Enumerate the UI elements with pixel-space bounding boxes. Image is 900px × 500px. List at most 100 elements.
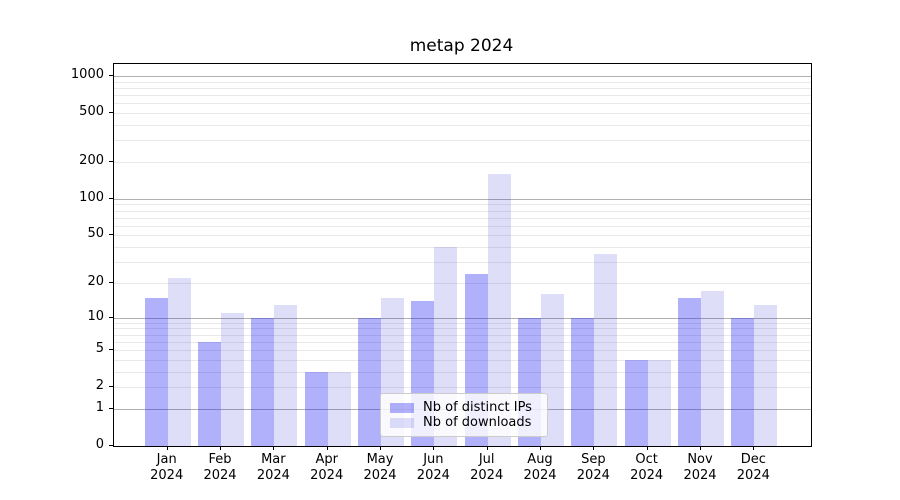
bar-downloads-mar xyxy=(274,304,298,446)
y-tick-mark xyxy=(109,407,113,409)
gridline-major xyxy=(114,317,811,319)
x-tick-month: Oct xyxy=(635,452,658,467)
y-tick-label-500: 500 xyxy=(79,104,104,120)
y-tick-label-100: 100 xyxy=(79,189,104,205)
x-tick-mark xyxy=(273,446,275,450)
x-tick-mark xyxy=(486,446,488,450)
bar-distinct-ips-mar xyxy=(251,317,275,446)
legend-label-downloads: Nb of downloads xyxy=(423,415,532,430)
plot-area xyxy=(113,63,812,447)
bar-distinct-ips-dec xyxy=(731,317,755,446)
bar-downloads-dec xyxy=(754,304,778,446)
bar-downloads-apr xyxy=(327,371,351,446)
gridline-minor xyxy=(114,87,811,89)
y-tick-mark xyxy=(109,74,113,76)
y-tick-label-2: 2 xyxy=(95,378,104,394)
gridline-minor xyxy=(114,210,811,212)
gridline-minor xyxy=(114,262,811,264)
x-tick-mark xyxy=(540,446,541,450)
y-tick-label-1: 1 xyxy=(95,399,104,415)
gridline-minor xyxy=(114,322,811,324)
x-tick-mark xyxy=(593,446,595,450)
x-tick-mark xyxy=(700,446,701,450)
x-tick-mark xyxy=(380,446,382,450)
x-tick-year: 2024 xyxy=(363,468,397,483)
x-tick-year: 2024 xyxy=(736,468,770,483)
y-tick-label-0: 0 xyxy=(95,437,104,452)
x-tick-label-aug: Aug 2024 xyxy=(508,452,572,484)
x-tick-mark xyxy=(220,446,222,450)
x-tick-year: 2024 xyxy=(630,468,664,483)
y-tick-label-10: 10 xyxy=(87,308,104,324)
y-tick-mark xyxy=(109,445,113,446)
y-tick-mark xyxy=(109,160,113,162)
gridline-minor xyxy=(114,95,811,97)
x-tick-year: 2024 xyxy=(203,468,237,483)
gridline-minor xyxy=(114,359,811,361)
x-tick-label-oct: Oct 2024 xyxy=(615,452,679,484)
bar-downloads-feb xyxy=(221,312,245,446)
bar-downloads-jul xyxy=(487,173,511,446)
x-tick-month: Mar xyxy=(261,452,286,467)
y-tick-mark xyxy=(109,281,113,283)
gridline-minor xyxy=(114,328,811,330)
x-tick-year: 2024 xyxy=(683,468,717,483)
x-tick-month: Jun xyxy=(423,452,444,467)
x-tick-year: 2024 xyxy=(150,468,184,483)
x-tick-month: Jul xyxy=(478,452,495,467)
y-tick-mark xyxy=(109,316,113,318)
gridline-minor xyxy=(114,140,811,142)
gridline-minor xyxy=(114,103,811,105)
x-tick-label-sep: Sep 2024 xyxy=(561,452,625,484)
bar-downloads-sep xyxy=(594,254,618,446)
legend-item-distinct-ips: Nb of distinct IPs xyxy=(390,400,538,415)
legend: Nb of distinct IPs Nb of downloads xyxy=(380,393,548,437)
legend-label-distinct-ips: Nb of distinct IPs xyxy=(423,400,532,415)
y-tick-label-50: 50 xyxy=(87,226,104,242)
x-tick-year: 2024 xyxy=(523,468,557,483)
x-tick-label-jul: Jul 2024 xyxy=(455,452,519,484)
gridline-minor xyxy=(114,247,811,249)
x-tick-label-mar: Mar 2024 xyxy=(241,452,305,484)
bar-distinct-ips-nov xyxy=(678,297,701,446)
x-tick-label-apr: Apr 2024 xyxy=(295,452,359,484)
x-tick-month: Nov xyxy=(687,452,713,467)
chart-title: metap 2024 xyxy=(409,36,514,56)
y-tick-mark xyxy=(109,112,113,114)
gridline-minor xyxy=(114,334,811,336)
bar-distinct-ips-jan xyxy=(144,297,168,446)
gridline-minor xyxy=(114,81,811,83)
gridline-minor xyxy=(114,204,811,206)
x-tick-label-dec: Dec 2024 xyxy=(721,452,785,484)
gridline-minor xyxy=(114,282,811,284)
x-tick-month: Sep xyxy=(581,452,606,467)
y-tick-label-5: 5 xyxy=(95,341,104,357)
y-tick-mark xyxy=(109,197,113,199)
x-tick-month: Feb xyxy=(208,452,232,467)
y-tick-label-200: 200 xyxy=(79,152,104,168)
x-tick-label-may: May 2024 xyxy=(348,452,412,484)
gridline-minor xyxy=(114,235,811,237)
y-tick-mark xyxy=(109,349,113,351)
gridline-minor xyxy=(114,113,811,115)
y-tick-label-1000: 1000 xyxy=(70,66,104,82)
x-tick-month: Dec xyxy=(740,452,766,467)
x-tick-month: Aug xyxy=(527,452,553,467)
x-tick-year: 2024 xyxy=(576,468,610,483)
x-tick-month: Apr xyxy=(315,452,338,467)
gridline-major xyxy=(114,198,811,200)
y-tick-mark xyxy=(109,386,113,388)
x-tick-year: 2024 xyxy=(416,468,450,483)
gridline-minor xyxy=(114,371,811,373)
bar-distinct-ips-apr xyxy=(304,371,328,446)
x-tick-label-jun: Jun 2024 xyxy=(401,452,465,484)
y-tick-label-20: 20 xyxy=(87,273,104,289)
gridline-minor xyxy=(114,350,811,352)
bar-downloads-nov xyxy=(701,291,724,446)
x-tick-year: 2024 xyxy=(256,468,290,483)
y-tick-mark xyxy=(109,234,113,236)
legend-swatch-downloads xyxy=(390,417,414,428)
bar-distinct-ips-feb xyxy=(198,341,222,446)
gridline-minor xyxy=(114,341,811,343)
bar-downloads-jan xyxy=(167,278,191,446)
